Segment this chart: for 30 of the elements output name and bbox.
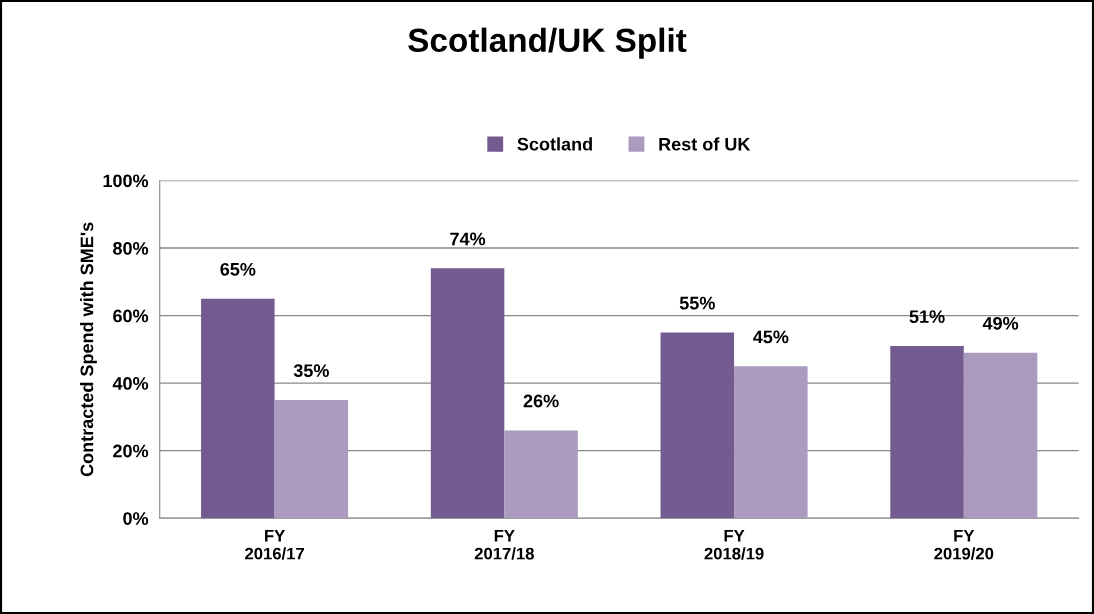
data-label: 45% [753,330,789,344]
x-tick-label: FY 2016/17 [245,529,304,560]
bar [430,268,505,519]
x-tick-label: FY 2019/20 [934,529,994,560]
bar [274,400,349,519]
y-axis-title: Contracted Spend with SME's [80,222,97,477]
bar [660,332,735,519]
x-tick-label: FY 2018/19 [704,529,764,560]
legend-label: Scotland [517,137,592,151]
chart-title: Scotland/UK Split [408,27,687,59]
data-label: 35% [293,364,329,378]
y-tick-label: 80% [113,241,149,255]
legend-label: Rest of UK [659,137,751,151]
bar [504,430,578,519]
y-tick-label: 100% [103,174,149,188]
data-label: 26% [523,394,559,408]
bar [734,366,808,519]
data-label: 74% [450,232,486,246]
bar [890,345,964,519]
data-label: 49% [982,316,1019,330]
y-tick-label: 60% [113,309,149,323]
y-tick-label: 20% [113,444,149,458]
data-label: 65% [220,262,256,276]
data-label: 55% [679,296,715,310]
y-tick-label: 0% [123,512,149,525]
bar [963,352,1038,519]
x-tick-label: FY 2017/18 [474,529,534,560]
data-label: 51% [909,310,945,323]
bar [201,298,275,519]
y-tick-label: 40% [112,377,149,390]
